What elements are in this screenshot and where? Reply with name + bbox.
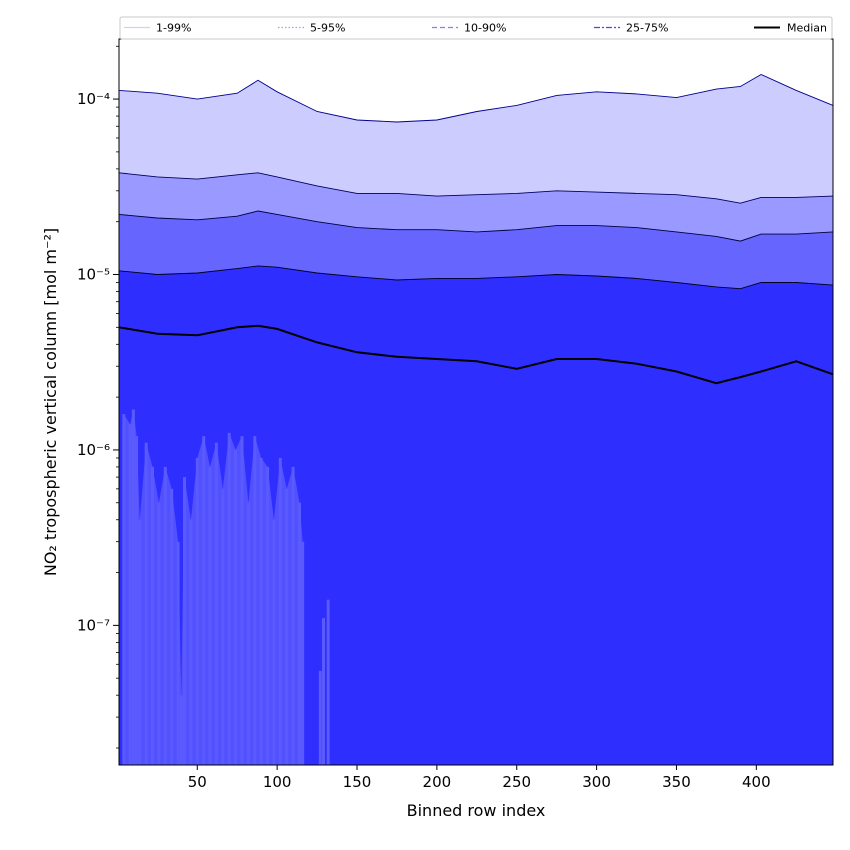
x-axis: 50 100 150 200 250 300 350 400 [188,765,771,791]
x-tick-label: 350 [662,773,691,791]
y-tick-label: 10⁻⁵ [77,266,110,284]
x-tick-label: 150 [343,773,372,791]
legend: 1-99% 5-95% 10-90% 25-75% Median [119,16,833,40]
x-tick-label: 50 [188,773,207,791]
band-upper-line-2 [118,210,834,242]
y-axis: 10⁻⁷ 10⁻⁶ 10⁻⁵ 10⁻⁴ [77,45,119,749]
y-tick-label: 10⁻⁷ [77,616,110,634]
y-tick-label: 10⁻⁶ [77,441,110,459]
median-line [118,324,834,385]
band-upper-line-0 [118,73,834,123]
y-tick-label: 10⁻⁴ [77,90,110,108]
plot-area [118,73,834,766]
x-tick-label: 100 [263,773,292,791]
band-upper-line-1 [118,172,834,204]
x-tick-label: 200 [423,773,452,791]
legend-label: 25-75% [626,22,668,35]
x-tick-label: 300 [582,773,611,791]
x-tick-label: 250 [502,773,531,791]
legend-label: 10-90% [464,22,506,35]
x-tick-label: 400 [742,773,771,791]
x-axis-label: Binned row index [407,801,546,820]
lower-tail-area [123,409,303,765]
legend-box [119,16,833,40]
legend-label: 1-99% [156,22,191,35]
y-axis-label: NO₂ tropospheric vertical column [mol m⁻… [41,228,60,576]
legend-label: 5-95% [310,22,345,35]
band-upper-line-3 [118,265,834,290]
legend-label: Median [787,22,827,35]
